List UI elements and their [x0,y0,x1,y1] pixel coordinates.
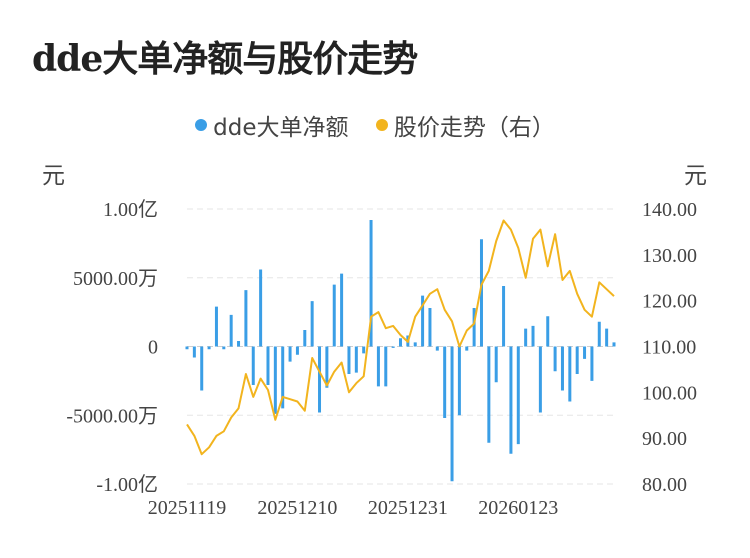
dde-bar [465,346,469,351]
dde-bar [531,325,535,347]
dde-bar [472,308,476,347]
price-line [186,219,615,456]
dde-bar [347,346,351,374]
dde-bar [421,295,425,347]
left-axis-tick-label: -1.00亿 [96,473,158,496]
dde-bar [200,346,204,391]
left-axis-tick-label: -5000.00万 [66,405,158,427]
dde-bar [229,314,233,347]
x-axis-tick-label: 20260123 [478,497,558,519]
dde-bar [318,346,322,413]
right-axis-tick-label: 110.00 [642,337,696,359]
right-axis-tick-label: 140.00 [642,199,697,221]
dde-bar [479,239,483,347]
dde-bar [612,342,616,347]
left-axis-unit: 元 [42,163,65,189]
dde-bar [207,346,211,350]
dde-bar [384,346,388,387]
legend-item-dde[interactable]: dde大单净额 [195,108,349,142]
legend-dot-dde [195,119,208,131]
dde-bar [214,306,218,347]
dde-bar [185,346,189,350]
dde-bar [443,346,447,418]
dde-bar [266,346,270,385]
dde-bar [259,269,263,347]
dde-bar [399,338,402,347]
dde-bar [568,346,572,402]
dde-bar [354,346,358,373]
right-axis-tick-label: 90.00 [642,428,687,450]
dde-bar [295,346,299,355]
dde-bar [605,328,609,347]
x-axis-tick-label: 20251231 [368,497,448,519]
dde-bar [369,220,373,347]
dde-bar [251,346,255,385]
right-axis-unit: 元 [684,163,707,189]
dde-bar [192,346,196,358]
dde-bar [237,341,241,347]
dde-bar [376,346,380,387]
dde-bar [553,346,557,372]
dde-bar [222,346,226,350]
legend-label-dde: dde大单净额 [213,115,349,141]
dde-bar [435,346,439,351]
chart-title: dde大单净额与股价走势 [32,38,418,80]
dde-bar [487,346,491,443]
dde-bar [560,346,564,391]
x-axis-tick-label: 20251119 [148,497,227,519]
dde-bar [303,330,307,347]
dde-bar [413,342,417,347]
dde-bar [428,308,432,347]
legend: dde大单净额 股价走势（右） [0,108,750,142]
dde-bar [590,346,594,381]
dde-bar [546,316,550,347]
dde-bar [340,273,344,347]
left-axis-tick-label: 1.00亿 [103,198,158,221]
dde-bar [450,346,454,482]
legend-item-price[interactable]: 股价走势（右） [375,108,555,142]
dde-bar [524,328,528,347]
dde-bar [281,346,285,409]
dde-bar [310,301,314,347]
right-axis-tick-label: 100.00 [642,382,697,404]
dde-bar [288,346,292,362]
right-axis-tick-label: 80.00 [642,474,687,496]
legend-label-price: 股价走势（右） [393,115,555,141]
dde-bar [273,346,277,414]
right-axis-tick-label: 120.00 [642,291,697,313]
x-axis-tick-label: 20251210 [257,497,337,519]
dde-bar [516,346,520,445]
dde-bar [391,346,395,348]
dde-bar [325,346,329,388]
dde-bar [597,321,601,347]
dde-bar [457,346,461,416]
legend-dot-price [375,119,388,131]
dde-bar [332,284,336,347]
dde-bar [575,346,579,374]
dde-bar [244,290,248,347]
right-axis-tick-label: 130.00 [642,245,697,267]
dde-bar [583,346,587,359]
dde-bar [502,286,506,347]
dde-bar [362,346,366,354]
dde-bar [494,346,498,383]
left-axis-tick-label: 0 [148,337,158,359]
dde-bar [538,346,542,413]
dde-bar [509,346,513,454]
left-axis-tick-label: 5000.00万 [73,268,158,290]
